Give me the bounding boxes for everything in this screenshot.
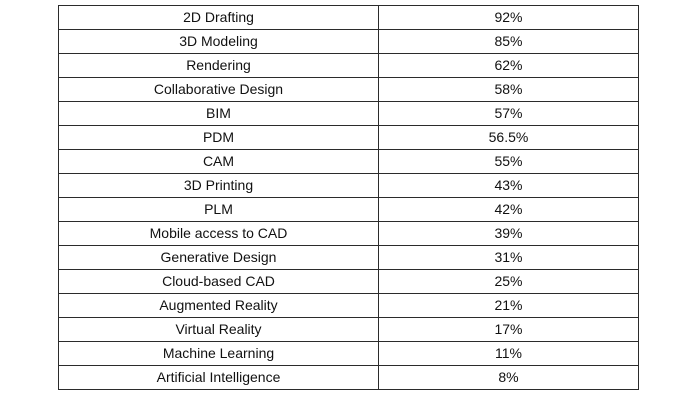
- table-row: Artificial Intelligence 8%: [58, 365, 639, 390]
- table-body: 2D Drafting 92% 3D Modeling 85% Renderin…: [58, 5, 639, 390]
- technology-cell: PLM: [58, 197, 379, 222]
- technology-cell: Artificial Intelligence: [58, 365, 379, 390]
- percent-cell: 58%: [378, 77, 639, 102]
- table-row: BIM 57%: [58, 101, 639, 126]
- table-row: 3D Modeling 85%: [58, 29, 639, 54]
- table-row: PLM 42%: [58, 197, 639, 222]
- technology-cell: Augmented Reality: [58, 293, 379, 318]
- technology-cell: CAM: [58, 149, 379, 174]
- percent-cell: 43%: [378, 173, 639, 198]
- table-row: Cloud-based CAD 25%: [58, 269, 639, 294]
- percent-cell: 17%: [378, 317, 639, 342]
- technology-cell: Virtual Reality: [58, 317, 379, 342]
- technology-cell: 3D Printing: [58, 173, 379, 198]
- table-row: CAM 55%: [58, 149, 639, 174]
- technology-cell: BIM: [58, 101, 379, 126]
- data-table: 2D Drafting 92% 3D Modeling 85% Renderin…: [58, 5, 639, 390]
- percent-cell: 11%: [378, 341, 639, 366]
- percent-cell: 31%: [378, 245, 639, 270]
- technology-cell: Collaborative Design: [58, 77, 379, 102]
- table-row: Machine Learning 11%: [58, 341, 639, 366]
- percent-cell: 8%: [378, 365, 639, 390]
- table-row: Collaborative Design 58%: [58, 77, 639, 102]
- table-row: Mobile access to CAD 39%: [58, 221, 639, 246]
- table-row: PDM 56.5%: [58, 125, 639, 150]
- percent-cell: 92%: [378, 5, 639, 30]
- percent-cell: 56.5%: [378, 125, 639, 150]
- percent-cell: 55%: [378, 149, 639, 174]
- technology-cell: Generative Design: [58, 245, 379, 270]
- percent-cell: 57%: [378, 101, 639, 126]
- percent-cell: 62%: [378, 53, 639, 78]
- percent-cell: 39%: [378, 221, 639, 246]
- technology-cell: Rendering: [58, 53, 379, 78]
- percent-cell: 25%: [378, 269, 639, 294]
- table-row: 2D Drafting 92%: [58, 5, 639, 30]
- technology-cell: Cloud-based CAD: [58, 269, 379, 294]
- table-row: Rendering 62%: [58, 53, 639, 78]
- percent-cell: 42%: [378, 197, 639, 222]
- table-row: Augmented Reality 21%: [58, 293, 639, 318]
- table-row: Generative Design 31%: [58, 245, 639, 270]
- technology-cell: Mobile access to CAD: [58, 221, 379, 246]
- table-row: 3D Printing 43%: [58, 173, 639, 198]
- percent-cell: 85%: [378, 29, 639, 54]
- technology-cell: Machine Learning: [58, 341, 379, 366]
- technology-cell: PDM: [58, 125, 379, 150]
- percent-cell: 21%: [378, 293, 639, 318]
- technology-cell: 2D Drafting: [58, 5, 379, 30]
- table-row: Virtual Reality 17%: [58, 317, 639, 342]
- technology-cell: 3D Modeling: [58, 29, 379, 54]
